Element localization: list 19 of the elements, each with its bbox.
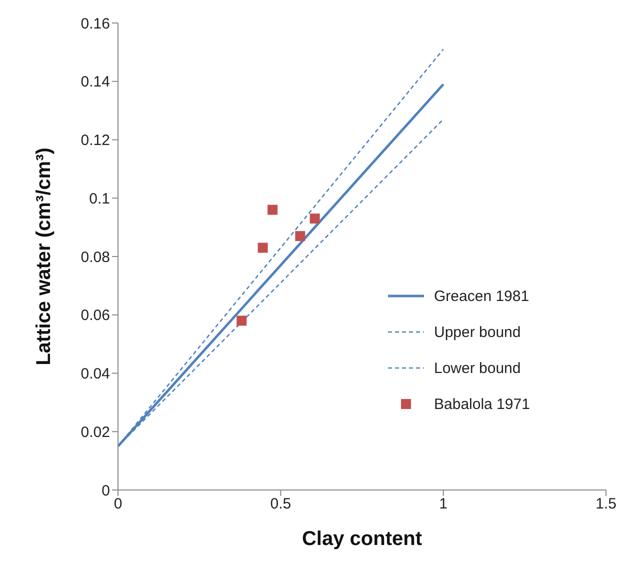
x-axis-title: Clay content [302,528,422,550]
y-tick-label: 0.14 [80,74,110,91]
y-tick-label: 0.12 [80,132,110,150]
legend-label: Babalola 1971 [434,396,530,412]
x-tick-label: 0.5 [270,496,292,513]
legend-label: Greacen 1981 [434,288,530,304]
legend-label: Upper bound [434,324,521,340]
y-tick-label: 0.02 [80,424,110,441]
x-tick-label: 1.5 [596,496,616,513]
legend-label: Lower bound [434,360,521,376]
y-tick-label: 0.04 [80,366,110,383]
y-tick-label: 0.08 [80,248,110,266]
x-tick-label: 1 [439,496,448,513]
y-tick-label: 0.16 [80,15,110,32]
y-tick-label: 0 [102,482,110,500]
y-tick-label: 0.06 [80,307,110,324]
y-axis-title: Lattice water (cm³/cm³) [33,148,56,366]
x-tick-label: 0 [114,496,122,513]
y-tick-label: 0.1 [89,190,110,208]
